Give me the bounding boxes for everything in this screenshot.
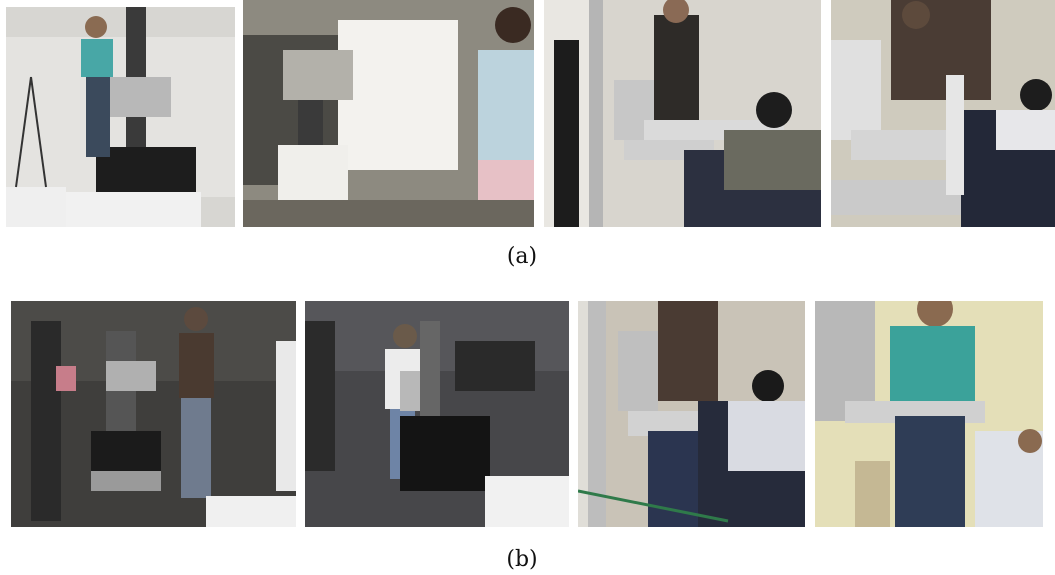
photo-a4	[831, 0, 1055, 227]
photo-b1	[11, 301, 296, 527]
photo-b4	[815, 301, 1043, 527]
photo-a1	[6, 7, 235, 227]
photo-b3	[578, 301, 805, 527]
photo-a2	[243, 0, 534, 227]
caption-a: (a)	[506, 244, 538, 269]
photo-b2	[305, 301, 569, 527]
caption-b: (b)	[506, 547, 538, 572]
photo-a3	[544, 0, 821, 227]
